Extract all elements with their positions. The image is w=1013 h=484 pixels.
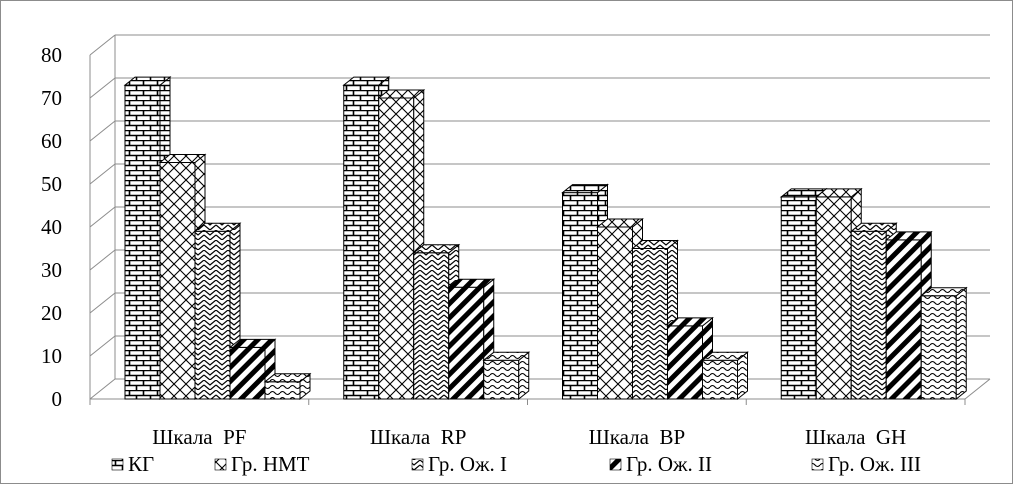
gridline-side	[89, 292, 116, 314]
bar-front	[815, 196, 852, 400]
bar-top	[814, 188, 863, 198]
bar-top	[849, 222, 898, 232]
gridline-side	[89, 206, 116, 228]
x-axis: Шкала PF Шкала RP Шкала BP Шкала GH	[89, 399, 966, 449]
bar	[884, 230, 933, 401]
bar-front	[667, 325, 703, 400]
brick-icon	[111, 458, 124, 471]
gridline-side	[89, 163, 116, 185]
bar	[377, 88, 426, 401]
diamond-icon	[214, 458, 227, 471]
bar-front	[343, 84, 380, 400]
y-axis: 0 10 20 30 40 50 60 70 80	[41, 43, 62, 411]
bar-front	[483, 359, 520, 400]
y-tick-label: 20	[41, 301, 62, 325]
legend-label: Гр. Ож. I	[428, 452, 507, 476]
bar	[482, 351, 531, 401]
bar-top	[158, 154, 207, 163]
wave-icon	[811, 458, 824, 471]
bar-front	[413, 252, 450, 400]
bar	[701, 351, 749, 401]
bar-group	[123, 76, 312, 401]
gridline-side	[89, 378, 116, 400]
bar-top	[919, 287, 968, 297]
bar-front	[885, 239, 922, 400]
floor-right-edge	[964, 378, 991, 400]
y-tick-label: 80	[41, 43, 62, 67]
y-tick-label: 0	[52, 387, 63, 411]
category-label: Шкала GH	[805, 425, 906, 449]
bar-top	[631, 240, 679, 249]
gridline-side	[89, 249, 116, 271]
bar-top	[884, 231, 933, 241]
bar-top	[342, 76, 391, 86]
bar-side	[955, 286, 967, 401]
bar-top	[228, 338, 277, 348]
category-label: Шкала RP	[370, 425, 467, 449]
bar-top	[377, 89, 426, 99]
y-tick-label: 50	[41, 172, 62, 196]
bar-top	[596, 218, 644, 228]
bar	[919, 286, 968, 401]
category-label: Шкала PF	[152, 425, 246, 449]
bar-group	[342, 76, 531, 401]
bar-front	[850, 230, 887, 400]
diagonal-stripes-icon	[609, 458, 622, 471]
bars	[123, 76, 968, 401]
bar-front	[920, 295, 957, 400]
legend-label: Гр. Ож. III	[828, 452, 921, 476]
bar	[263, 372, 312, 401]
legend-item: Гр. НМТ	[214, 452, 310, 476]
legend: КГ Гр. НМТ Гр. Ож. I Гр. Ож. II Гр. Ож. III	[111, 452, 921, 476]
y-tick-label: 40	[41, 215, 62, 239]
zigzag-icon	[411, 458, 424, 471]
gridline-side	[89, 120, 116, 142]
bar-group	[779, 187, 968, 401]
bar-front	[229, 346, 266, 400]
y-tick-label: 60	[41, 129, 62, 153]
bar-group	[561, 183, 749, 401]
bar	[158, 153, 207, 401]
bar-top	[193, 222, 242, 232]
bar-front	[194, 230, 231, 400]
bar-top	[447, 278, 496, 288]
bar-top	[561, 184, 609, 194]
bar-front	[448, 286, 485, 400]
legend-item: Гр. Ож. II	[609, 452, 712, 476]
y-tick-label: 70	[41, 86, 62, 110]
y-tick-label: 10	[41, 344, 62, 368]
bar-top	[412, 244, 461, 254]
legend-item: Гр. Ож. III	[811, 452, 921, 476]
bar-front	[702, 359, 738, 400]
bar	[193, 222, 242, 401]
bar-top	[263, 373, 312, 383]
category-label: Шкала BP	[589, 425, 686, 449]
bar-front	[264, 381, 301, 400]
bar-front	[632, 248, 668, 400]
legend-label: КГ	[128, 452, 154, 476]
bar-top	[701, 351, 749, 361]
bar-front	[597, 226, 633, 400]
legend-label: Гр. НМТ	[231, 452, 310, 476]
bar-top	[123, 76, 172, 86]
gridline-side	[89, 77, 116, 99]
legend-label: Гр. Ож. II	[626, 452, 712, 476]
bar-top	[666, 317, 714, 327]
bar-front	[780, 196, 817, 400]
bar-front	[159, 162, 196, 400]
legend-item: КГ	[111, 452, 154, 476]
bar-front	[124, 84, 161, 400]
bar-top	[482, 351, 531, 361]
bar	[447, 278, 496, 401]
bar-front	[378, 97, 415, 400]
gridline-side	[89, 34, 116, 56]
y-tick-label: 30	[41, 258, 62, 282]
bar-front	[562, 192, 598, 400]
gridline-side	[89, 335, 116, 357]
legend-item: Гр. Ож. I	[411, 452, 507, 476]
